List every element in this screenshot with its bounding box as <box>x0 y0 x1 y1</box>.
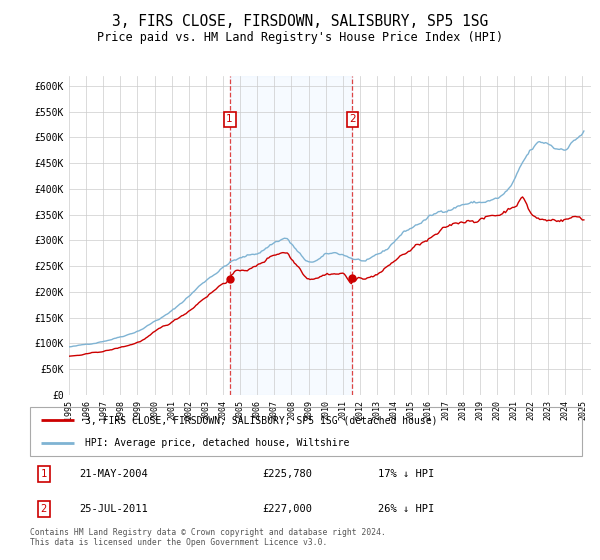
Text: 26% ↓ HPI: 26% ↓ HPI <box>378 504 434 514</box>
Text: 2: 2 <box>349 114 356 124</box>
Bar <box>230 76 352 395</box>
Text: Price paid vs. HM Land Registry's House Price Index (HPI): Price paid vs. HM Land Registry's House … <box>97 31 503 44</box>
Text: 1: 1 <box>41 469 47 479</box>
Text: 17% ↓ HPI: 17% ↓ HPI <box>378 469 434 479</box>
Text: 3, FIRS CLOSE, FIRSDOWN, SALISBURY, SP5 1SG: 3, FIRS CLOSE, FIRSDOWN, SALISBURY, SP5 … <box>112 14 488 29</box>
Text: £225,780: £225,780 <box>262 469 312 479</box>
Text: 25-JUL-2011: 25-JUL-2011 <box>80 504 148 514</box>
Text: HPI: Average price, detached house, Wiltshire: HPI: Average price, detached house, Wilt… <box>85 438 350 448</box>
Text: 21-MAY-2004: 21-MAY-2004 <box>80 469 148 479</box>
Text: 3, FIRS CLOSE, FIRSDOWN, SALISBURY, SP5 1SG (detached house): 3, FIRS CLOSE, FIRSDOWN, SALISBURY, SP5 … <box>85 416 438 426</box>
Text: Contains HM Land Registry data © Crown copyright and database right 2024.
This d: Contains HM Land Registry data © Crown c… <box>30 528 386 547</box>
Text: 2: 2 <box>41 504 47 514</box>
Text: £227,000: £227,000 <box>262 504 312 514</box>
Text: 1: 1 <box>226 114 233 124</box>
